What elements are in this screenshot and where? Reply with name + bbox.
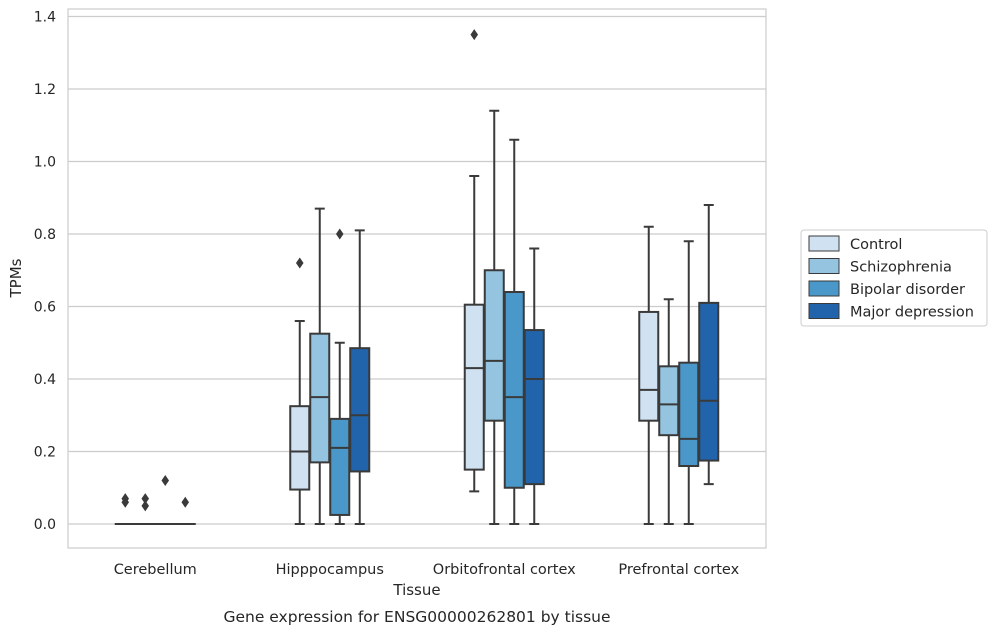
- legend-label: Bipolar disorder: [850, 282, 965, 298]
- y-tick-labels: 0.0 0.2 0.4 0.6 0.8 1.0 1.2 1.4: [34, 10, 56, 534]
- legend-frame: [800, 229, 988, 327]
- legend-swatch: [808, 258, 840, 274]
- legend-label: Major depression: [850, 305, 974, 321]
- outlier-point: [141, 493, 150, 505]
- box: [483, 269, 505, 422]
- y-axis-label: TPMs: [7, 258, 25, 298]
- y-tick-label: 1.2: [34, 82, 56, 98]
- outlier-point: [335, 228, 344, 240]
- box: [329, 417, 351, 516]
- box: [503, 291, 525, 489]
- box: [638, 310, 660, 422]
- x-tick-label: Hipppocampus: [276, 562, 384, 578]
- box: [349, 347, 371, 473]
- legend: Control Schizophrenia Bipolar disorder Majo…: [800, 229, 988, 327]
- outlier-point: [470, 29, 479, 41]
- outlier-point: [141, 500, 150, 512]
- legend-swatch: [808, 280, 840, 297]
- outlier-point: [181, 496, 190, 508]
- y-tick-label: 0.4: [34, 372, 56, 388]
- y-tick-label: 0.2: [34, 445, 56, 461]
- plot-frame: [67, 8, 767, 549]
- box-group: [114, 29, 720, 526]
- box: [523, 329, 545, 486]
- box: [463, 303, 485, 471]
- y-tick-label: 1.0: [34, 155, 56, 171]
- legend-label: Schizophrenia: [850, 260, 952, 276]
- outlier-point: [295, 257, 304, 269]
- y-tick-label: 1.4: [34, 10, 56, 26]
- y-tick-label: 0.6: [34, 300, 56, 316]
- box: [658, 365, 680, 437]
- box: [289, 405, 311, 491]
- x-tick-label: Prefrontal cortex: [618, 562, 739, 578]
- legend-swatch: [808, 235, 840, 252]
- box: [678, 361, 700, 467]
- legend-swatch: [808, 303, 840, 319]
- outlier-point: [161, 475, 170, 486]
- y-tick-label: 0.0: [34, 517, 56, 533]
- x-tick-label: Orbitofrontal cortex: [433, 562, 576, 578]
- outlier-point: [121, 493, 130, 505]
- legend-label: Control: [850, 237, 902, 253]
- y-tick-label: 0.8: [34, 227, 56, 243]
- box: [698, 301, 720, 462]
- x-tick-label: Cerebellum: [114, 562, 197, 578]
- grid-lines: [68, 15, 766, 525]
- x-axis-label: Tissue: [392, 581, 440, 599]
- chart-caption: Gene expression for ENSG00000262801 by t…: [223, 608, 610, 626]
- x-tick-labels: Cerebellum Hipppocampus Orbitofrontal cort…: [114, 562, 740, 578]
